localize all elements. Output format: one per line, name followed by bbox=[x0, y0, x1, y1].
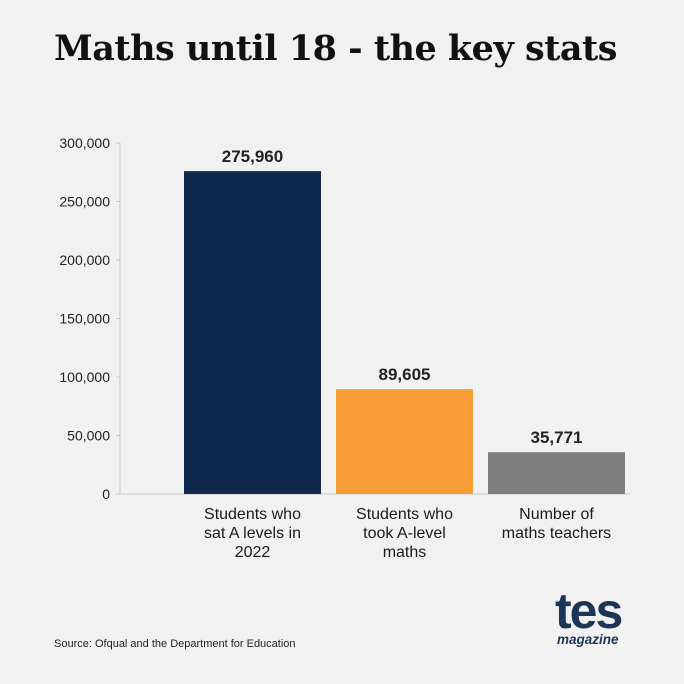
y-tick-label: 300,000 bbox=[59, 135, 110, 151]
data-label: 35,771 bbox=[531, 428, 583, 447]
x-tick-label: Number of maths teachers bbox=[502, 506, 611, 542]
x-tick-label: Students who took A-level maths bbox=[356, 506, 453, 561]
data-label: 89,605 bbox=[379, 365, 431, 384]
bar bbox=[184, 171, 321, 494]
tes-magazine-logo: tes magazine bbox=[555, 586, 631, 654]
source-note: Source: Ofqual and the Department for Ed… bbox=[54, 638, 296, 650]
logo-subtitle: magazine bbox=[557, 632, 619, 647]
chart-title: Maths until 18 - the key stats bbox=[54, 28, 617, 69]
logo-wordmark: tes bbox=[555, 583, 623, 639]
bar bbox=[488, 452, 625, 494]
y-tick-label: 0 bbox=[102, 486, 110, 502]
y-tick-label: 150,000 bbox=[59, 311, 110, 327]
y-tick-label: 100,000 bbox=[59, 369, 110, 385]
x-tick-label: Students who sat A levels in 2022 bbox=[204, 506, 301, 561]
data-label: 275,960 bbox=[222, 147, 283, 166]
y-tick-label: 200,000 bbox=[59, 252, 110, 268]
y-tick-label: 250,000 bbox=[59, 194, 110, 210]
y-tick-label: 50,000 bbox=[67, 428, 110, 444]
bar bbox=[336, 389, 473, 494]
